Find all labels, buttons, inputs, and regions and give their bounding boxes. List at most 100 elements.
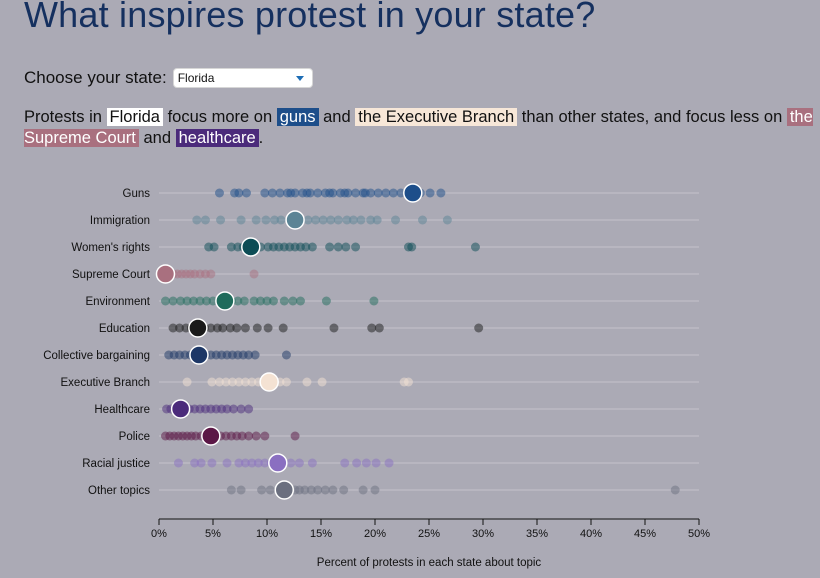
state-dot-education-17[interactable] xyxy=(474,324,483,333)
state-dot-guns-29[interactable] xyxy=(325,189,334,198)
state-dot-education-10[interactable] xyxy=(241,324,250,333)
state-dot-immigration-4[interactable] xyxy=(252,216,261,225)
state-dot-immigration-5[interactable] xyxy=(261,216,270,225)
highlight-dot-collective-bargaining[interactable] xyxy=(190,346,208,364)
state-dot-education-13[interactable] xyxy=(279,324,288,333)
state-dot-racial-justice-3[interactable] xyxy=(207,459,216,468)
highlight-dot-immigration[interactable] xyxy=(286,211,304,229)
state-dot-guns-31[interactable] xyxy=(361,189,370,198)
state-dot-guns-30[interactable] xyxy=(340,189,349,198)
state-dot-other-topics-10[interactable] xyxy=(328,486,337,495)
state-dot-education-9[interactable] xyxy=(232,324,241,333)
highlight-dot-other-topics[interactable] xyxy=(275,481,293,499)
state-dot-immigration-0[interactable] xyxy=(192,216,201,225)
state-dot-racial-justice-2[interactable] xyxy=(197,459,206,468)
state-dot-education-12[interactable] xyxy=(264,324,273,333)
state-dot-healthcare-13[interactable] xyxy=(244,405,253,414)
state-dot-other-topics-12[interactable] xyxy=(359,486,368,495)
state-dot-other-topics-0[interactable] xyxy=(227,486,236,495)
x-tick-label: 20% xyxy=(364,528,386,540)
state-dot-immigration-17[interactable] xyxy=(373,216,382,225)
state-dot-guns-27[interactable] xyxy=(286,189,295,198)
state-dot-other-topics-14[interactable] xyxy=(671,486,680,495)
state-dot-collective-bargaining-15[interactable] xyxy=(251,351,260,360)
state-dot-supreme-court-10[interactable] xyxy=(206,270,215,279)
state-dot-racial-justice-15[interactable] xyxy=(352,459,361,468)
topic-label-supreme-court: Supreme Court xyxy=(72,269,151,281)
state-dot-executive-branch-14[interactable] xyxy=(404,378,413,387)
state-dot-guns-0[interactable] xyxy=(215,189,224,198)
state-dot-racial-justice-14[interactable] xyxy=(340,459,349,468)
highlight-dot-education[interactable] xyxy=(189,319,207,337)
state-dot-guns-25[interactable] xyxy=(426,189,435,198)
state-dot-racial-justice-18[interactable] xyxy=(385,459,394,468)
state-dot-women-s-rights-1[interactable] xyxy=(210,243,219,252)
state-dot-women-s-rights-20[interactable] xyxy=(407,243,416,252)
highlight-dot-healthcare[interactable] xyxy=(172,400,190,418)
highlight-dot-environment[interactable] xyxy=(216,292,234,310)
highlight-dot-supreme-court[interactable] xyxy=(156,265,174,283)
state-dot-collective-bargaining-16[interactable] xyxy=(282,351,291,360)
state-dot-other-topics-2[interactable] xyxy=(257,486,266,495)
state-dot-other-topics-1[interactable] xyxy=(237,486,246,495)
state-dot-police-16[interactable] xyxy=(260,432,269,441)
state-dot-women-s-rights-21[interactable] xyxy=(471,243,480,252)
topic-label-executive-branch: Executive Branch xyxy=(61,377,151,389)
state-dot-racial-justice-17[interactable] xyxy=(372,459,381,468)
state-dot-environment-20[interactable] xyxy=(369,297,378,306)
state-dot-police-17[interactable] xyxy=(291,432,300,441)
state-dot-executive-branch-11[interactable] xyxy=(302,378,311,387)
x-axis-title: Percent of protests in each state about … xyxy=(317,557,542,569)
x-tick-label: 25% xyxy=(418,528,440,540)
state-dot-immigration-3[interactable] xyxy=(237,216,246,225)
state-dot-police-15[interactable] xyxy=(252,432,261,441)
highlight-dot-police[interactable] xyxy=(202,427,220,445)
highlight-dot-racial-justice[interactable] xyxy=(269,454,287,472)
state-dot-executive-branch-0[interactable] xyxy=(183,378,192,387)
state-dot-supreme-court-11[interactable] xyxy=(250,270,259,279)
highlight-dot-guns[interactable] xyxy=(404,184,422,202)
state-dot-environment-16[interactable] xyxy=(280,297,289,306)
state-dot-women-s-rights-17[interactable] xyxy=(341,243,350,252)
state-dot-environment-15[interactable] xyxy=(269,297,278,306)
state-dot-racial-justice-13[interactable] xyxy=(308,459,317,468)
state-dot-education-11[interactable] xyxy=(253,324,262,333)
state-dot-immigration-20[interactable] xyxy=(443,216,452,225)
state-dot-immigration-19[interactable] xyxy=(418,216,427,225)
state-dot-racial-justice-0[interactable] xyxy=(174,459,183,468)
state-dot-immigration-12[interactable] xyxy=(334,216,343,225)
state-dot-women-s-rights-18[interactable] xyxy=(351,243,360,252)
state-dot-immigration-15[interactable] xyxy=(356,216,365,225)
state-dot-guns-26[interactable] xyxy=(436,189,445,198)
highlight-dot-executive-branch[interactable] xyxy=(260,373,278,391)
state-dot-immigration-7[interactable] xyxy=(277,216,286,225)
state-dot-women-s-rights-14[interactable] xyxy=(308,243,317,252)
state-dot-racial-justice-11[interactable] xyxy=(286,459,295,468)
state-dot-guns-28[interactable] xyxy=(302,189,311,198)
state-dot-guns-3[interactable] xyxy=(242,189,251,198)
state-dot-executive-branch-12[interactable] xyxy=(318,378,327,387)
highlight-dot-women-s-rights[interactable] xyxy=(242,238,260,256)
topic-label-other-topics: Other topics xyxy=(88,485,150,497)
state-dot-immigration-2[interactable] xyxy=(216,216,225,225)
state-dot-women-s-rights-15[interactable] xyxy=(325,243,334,252)
state-dot-immigration-1[interactable] xyxy=(201,216,210,225)
state-dot-education-16[interactable] xyxy=(375,324,384,333)
state-dot-education-14[interactable] xyxy=(329,324,338,333)
state-dot-racial-justice-16[interactable] xyxy=(362,459,371,468)
state-dot-other-topics-3[interactable] xyxy=(266,486,275,495)
topic-label-environment: Environment xyxy=(85,296,150,308)
topic-label-healthcare: Healthcare xyxy=(94,404,150,416)
state-dot-executive-branch-10[interactable] xyxy=(282,378,291,387)
state-dot-environment-18[interactable] xyxy=(296,297,305,306)
state-dot-environment-11[interactable] xyxy=(240,297,249,306)
x-tick-label: 5% xyxy=(205,528,221,540)
x-tick-label: 0% xyxy=(151,528,167,540)
topic-label-racial-justice: Racial justice xyxy=(82,458,150,470)
state-dot-racial-justice-12[interactable] xyxy=(295,459,304,468)
state-dot-racial-justice-4[interactable] xyxy=(223,459,232,468)
state-dot-other-topics-13[interactable] xyxy=(371,486,380,495)
state-dot-environment-19[interactable] xyxy=(322,297,331,306)
state-dot-immigration-18[interactable] xyxy=(391,216,400,225)
state-dot-other-topics-11[interactable] xyxy=(339,486,348,495)
